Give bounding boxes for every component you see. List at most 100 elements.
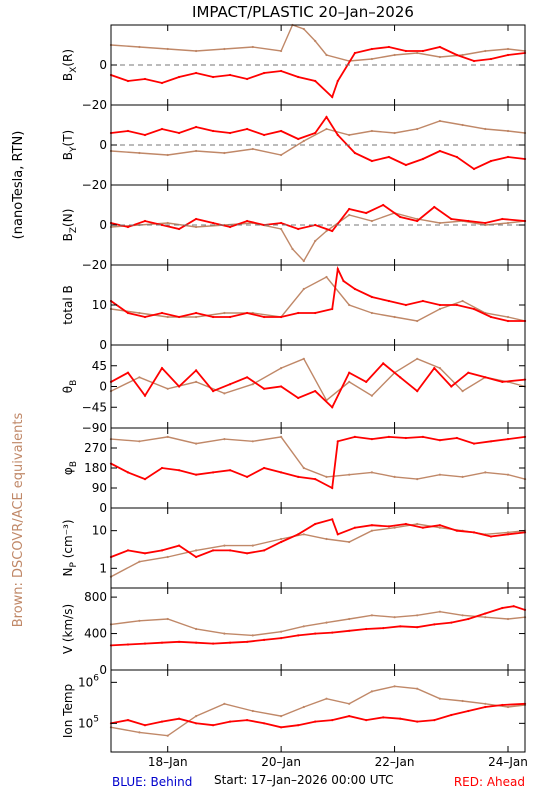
y-tick-label-phi: 90 (92, 481, 107, 495)
data-point-ahead-theta (280, 385, 283, 388)
data-point-ahead-bz (467, 219, 470, 223)
data-point-ahead-btot (126, 311, 130, 315)
data-point-dscovr-phi (325, 475, 328, 478)
y-tick-label-theta: −90 (82, 421, 107, 435)
data-point-dscovr-phi (138, 440, 141, 443)
data-point-ahead-theta (160, 367, 164, 370)
series-line-dscovr-v (111, 610, 525, 637)
footer-behind: BLUE: Behind (112, 775, 192, 789)
data-point-dscovr-bx (314, 39, 317, 43)
data-point-ahead-phi (229, 469, 232, 472)
data-point-ahead-temp (229, 720, 232, 723)
data-point-dscovr-np (138, 560, 141, 563)
data-point-dscovr-phi (506, 473, 510, 476)
x-tick-label: 22–Jan (375, 755, 415, 769)
panel-by: −20 0 BY(T) (61, 104, 527, 192)
data-point-ahead-theta (212, 390, 215, 393)
data-point-ahead-by (160, 127, 164, 131)
data-point-ahead-by (178, 131, 181, 135)
data-point-ahead-v (484, 612, 487, 615)
data-point-ahead-bx (506, 53, 510, 57)
series-line-ahead-temp (111, 702, 525, 729)
data-point-dscovr-bz (348, 213, 351, 217)
data-point-dscovr-bz (325, 229, 328, 233)
data-point-ahead-phi (506, 438, 510, 441)
data-point-ahead-btot (331, 307, 334, 311)
data-point-dscovr-v (280, 630, 283, 633)
panel-frame-btot (110, 264, 526, 346)
data-point-dscovr-by (166, 153, 169, 157)
data-point-dscovr-v (138, 619, 141, 622)
data-point-dscovr-temp (393, 685, 396, 688)
y-tick-label-v: 0 (99, 663, 107, 677)
data-point-ahead-phi (263, 466, 266, 470)
data-point-dscovr-np (506, 531, 510, 534)
data-point-dscovr-by (370, 129, 373, 133)
data-point-ahead-by (314, 131, 317, 135)
data-point-ahead-btot (370, 295, 373, 299)
data-point-dscovr-by (438, 119, 441, 123)
data-point-dscovr-bz (314, 239, 317, 243)
y-axis-label-bx: BX(R) (61, 49, 79, 81)
data-point-ahead-by (438, 149, 441, 153)
data-point-dscovr-bz (506, 221, 510, 225)
data-point-ahead-v (229, 641, 232, 644)
left-label-nanotesla: (nanoTesla, RTN) (11, 131, 26, 240)
data-point-dscovr-bx (138, 45, 141, 49)
data-point-ahead-bx (297, 75, 300, 79)
data-point-ahead-btot (353, 287, 356, 291)
data-point-ahead-v (382, 627, 385, 630)
y-axis-label-suffix: (N) (61, 209, 75, 227)
y-axis-label-main: θ (61, 386, 75, 393)
data-point-ahead-by (353, 151, 356, 155)
data-point-ahead-btot (229, 315, 232, 319)
data-point-ahead-temp (143, 724, 147, 727)
data-point-dscovr-temp (484, 702, 487, 705)
data-point-ahead-np (387, 525, 390, 528)
y-tick-label-np: 10 (92, 524, 107, 538)
data-point-ahead-theta (331, 406, 334, 409)
series-line-ahead-bx (111, 46, 525, 99)
data-point-dscovr-bz (302, 259, 305, 263)
data-point-ahead-bx (178, 75, 181, 79)
data-point-dscovr-btot (370, 311, 373, 315)
data-point-dscovr-bz (291, 247, 294, 251)
data-point-dscovr-np (195, 549, 198, 552)
data-point-ahead-temp (160, 720, 164, 723)
data-point-dscovr-bx (438, 55, 441, 59)
y-axis-label-subscript: Y (69, 146, 79, 153)
data-point-ahead-temp (501, 703, 504, 707)
footer-start: Start: 17–Jan–2026 00:00 UTC (214, 773, 393, 787)
data-point-ahead-np (178, 544, 181, 547)
data-point-dscovr-temp (280, 715, 283, 718)
data-point-ahead-temp (314, 720, 317, 723)
data-point-ahead-temp (416, 720, 419, 723)
data-point-dscovr-by (348, 133, 351, 137)
data-point-ahead-v (160, 641, 164, 644)
data-point-ahead-btot (195, 311, 198, 315)
data-point-dscovr-theta (280, 367, 283, 370)
data-point-ahead-bx (387, 45, 390, 49)
data-point-ahead-temp (348, 715, 351, 718)
data-point-ahead-by (455, 155, 458, 159)
data-point-ahead-theta (126, 371, 130, 374)
data-point-ahead-temp (484, 705, 487, 709)
data-point-dscovr-by (484, 127, 487, 131)
data-point-dscovr-theta (166, 387, 169, 390)
data-point-dscovr-v (461, 614, 464, 617)
y-axis-label-subscript: X (69, 67, 79, 73)
x-tick-label: 18–Jan (148, 755, 188, 769)
data-point-ahead-v (297, 634, 300, 637)
series-line-dscovr-btot (111, 276, 525, 322)
y-axis-label-by: BY(T) (61, 130, 79, 160)
data-point-ahead-theta (229, 383, 232, 386)
data-point-ahead-temp (297, 724, 300, 727)
data-point-dscovr-by (251, 147, 254, 151)
data-point-ahead-bz (246, 219, 249, 223)
y-tick-label-bx: 0 (99, 58, 107, 72)
data-point-ahead-np (331, 518, 334, 521)
data-point-dscovr-by (393, 131, 396, 135)
series-line-ahead-phi (111, 435, 525, 490)
data-point-ahead-bx (280, 69, 283, 73)
data-point-ahead-bz (484, 221, 487, 225)
